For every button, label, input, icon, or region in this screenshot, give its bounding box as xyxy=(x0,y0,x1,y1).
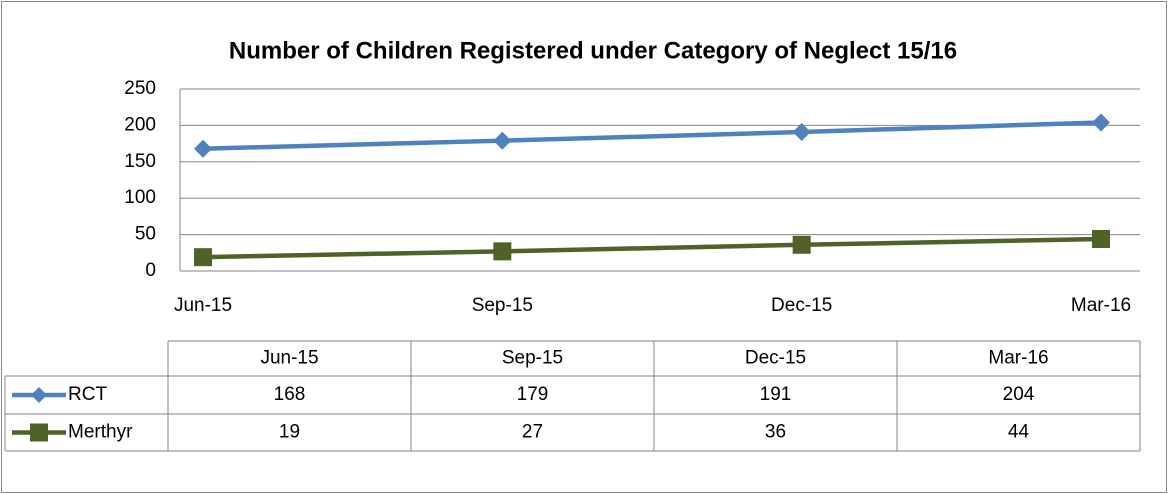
series-line xyxy=(202,120,1102,151)
x-tick-label: Dec-15 xyxy=(771,295,832,316)
y-tick-label: 200 xyxy=(124,114,156,135)
table-value: 179 xyxy=(517,384,549,405)
y-tick-label: 50 xyxy=(135,224,156,245)
series-line xyxy=(202,236,1102,260)
table-value: 168 xyxy=(274,384,306,405)
legend-label: Merthyr xyxy=(68,422,133,443)
table-value: 36 xyxy=(765,422,786,443)
x-tick-label: Sep-15 xyxy=(472,295,533,316)
table-value: 19 xyxy=(279,422,300,443)
x-tick-label: Jun-15 xyxy=(174,295,232,316)
table-header: Sep-15 xyxy=(502,348,563,369)
table-value: 204 xyxy=(1003,384,1035,405)
marker xyxy=(493,131,512,150)
legend-label: RCT xyxy=(68,384,107,405)
table-header: Mar-16 xyxy=(988,348,1048,369)
y-tick-label: 250 xyxy=(124,78,156,99)
table-value: 191 xyxy=(760,384,792,405)
legend-marker xyxy=(31,387,47,403)
table-header: Dec-15 xyxy=(745,348,806,369)
chart-title: Number of Children Registered under Cate… xyxy=(229,37,957,64)
marker xyxy=(194,139,212,158)
legend-marker xyxy=(30,423,48,442)
marker xyxy=(792,235,811,254)
y-tick-label: 150 xyxy=(124,151,156,172)
y-tick-label: 0 xyxy=(145,260,156,281)
x-tick-label: Mar-16 xyxy=(1071,295,1131,316)
table-header: Jun-15 xyxy=(260,348,318,369)
table-value: 27 xyxy=(522,422,543,443)
marker xyxy=(493,242,512,261)
table-value: 44 xyxy=(1008,422,1030,443)
marker xyxy=(792,122,811,141)
marker xyxy=(1092,229,1110,248)
y-tick-label: 100 xyxy=(124,187,156,208)
marker xyxy=(194,248,212,267)
marker xyxy=(1092,113,1110,132)
